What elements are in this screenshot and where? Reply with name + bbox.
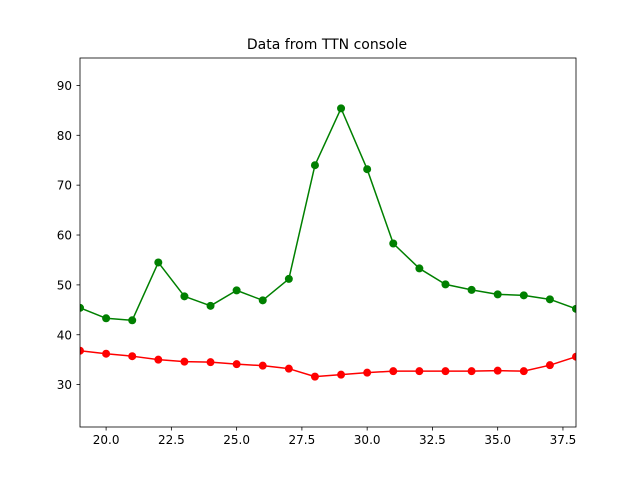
series-2-point: [102, 349, 111, 358]
x-tick-label: 35.0: [484, 433, 511, 447]
series-1-point: [258, 296, 267, 305]
series-1-point: [154, 258, 163, 267]
series-1-point: [545, 295, 554, 304]
series-1-point: [467, 285, 476, 294]
series-1-point: [310, 161, 319, 170]
y-tick-label: 50: [57, 278, 72, 292]
series-2-point: [519, 367, 528, 376]
series-1-point: [102, 314, 111, 323]
series-1-point: [284, 274, 293, 283]
series-2-point: [180, 357, 189, 366]
chart-title: Data from TTN console: [247, 37, 407, 53]
series-2-point: [337, 370, 346, 379]
series-1-point: [80, 303, 84, 312]
series-2-point: [467, 367, 476, 376]
series-2-point: [415, 367, 424, 376]
series-1-point: [337, 104, 346, 113]
y-tick-label: 90: [57, 79, 72, 93]
series-2-point: [545, 361, 554, 370]
x-tick-label: 20.0: [93, 433, 120, 447]
x-tick-label: 32.5: [419, 433, 446, 447]
series-1-point: [128, 316, 137, 325]
series-1-point: [519, 291, 528, 300]
series-2-point: [80, 346, 84, 355]
series-1-point: [415, 264, 424, 273]
y-tick-label: 80: [57, 129, 72, 143]
series-2-point: [258, 361, 267, 370]
x-tick-label: 27.5: [289, 433, 316, 447]
series-2-point: [363, 368, 372, 377]
series-1-line: [80, 107, 576, 322]
x-tick-label: 30.0: [354, 433, 381, 447]
x-tick-label: 25.0: [223, 433, 250, 447]
series-2-point: [441, 367, 450, 376]
x-tick-label: 22.5: [158, 433, 185, 447]
y-tick-label: 30: [57, 378, 72, 392]
series-2-point: [128, 352, 137, 361]
series-2-point: [389, 367, 398, 376]
series-1-point: [180, 292, 189, 301]
series-1-point: [363, 165, 372, 174]
axes-frame: [79, 57, 577, 428]
series-2-line: [80, 349, 576, 378]
series-2-point: [232, 360, 241, 369]
series-1-point: [206, 301, 215, 310]
series-1-point: [441, 280, 450, 289]
series-2-point: [572, 352, 576, 361]
plot-area: 20.0 22.5 25.0 27.5 30.0 32.5 35.0 37.5 30 40 50 60…: [57, 57, 577, 447]
y-tick-label: 60: [57, 229, 72, 243]
series-2-point: [493, 366, 502, 375]
series-1-point: [389, 239, 398, 248]
series-2-point: [310, 372, 319, 381]
y-tick-label: 40: [57, 328, 72, 342]
series-2-point: [206, 358, 215, 367]
x-tick-label: 37.5: [550, 433, 577, 447]
series-2-point: [284, 364, 293, 373]
series-2-point: [154, 355, 163, 364]
series-1-point: [572, 304, 576, 313]
series-group: [80, 104, 576, 381]
series-1-point: [232, 286, 241, 295]
series-1-point: [493, 290, 502, 299]
y-tick-label: 70: [57, 179, 72, 193]
